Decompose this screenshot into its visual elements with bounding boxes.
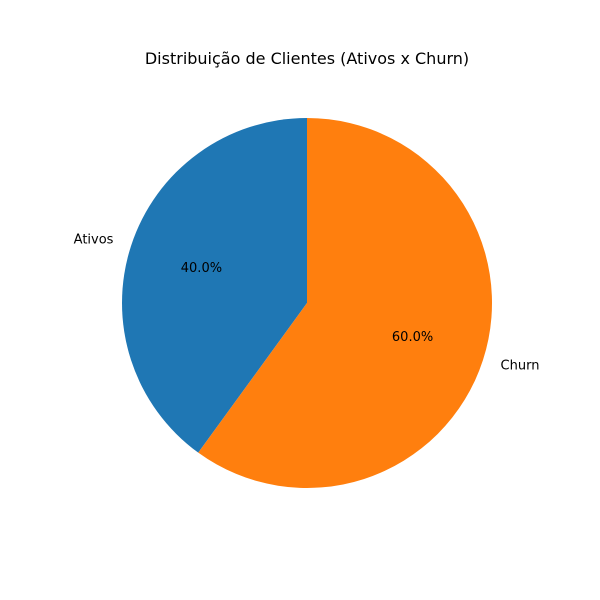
slice-label-ativos: Ativos <box>74 233 114 248</box>
pie-slices <box>122 118 493 489</box>
pie-slice-churn <box>198 118 493 489</box>
percent-label-churn: 60.0% <box>392 330 433 345</box>
pie-labels: Ativos 40.0% Churn 60.0% <box>74 233 540 374</box>
chart-title: Distribuição de Clientes (Ativos x Churn… <box>145 49 469 68</box>
pie-slice-ativos <box>122 118 307 453</box>
slice-label-churn: Churn <box>501 358 540 373</box>
percent-label-ativos: 40.0% <box>181 261 222 276</box>
